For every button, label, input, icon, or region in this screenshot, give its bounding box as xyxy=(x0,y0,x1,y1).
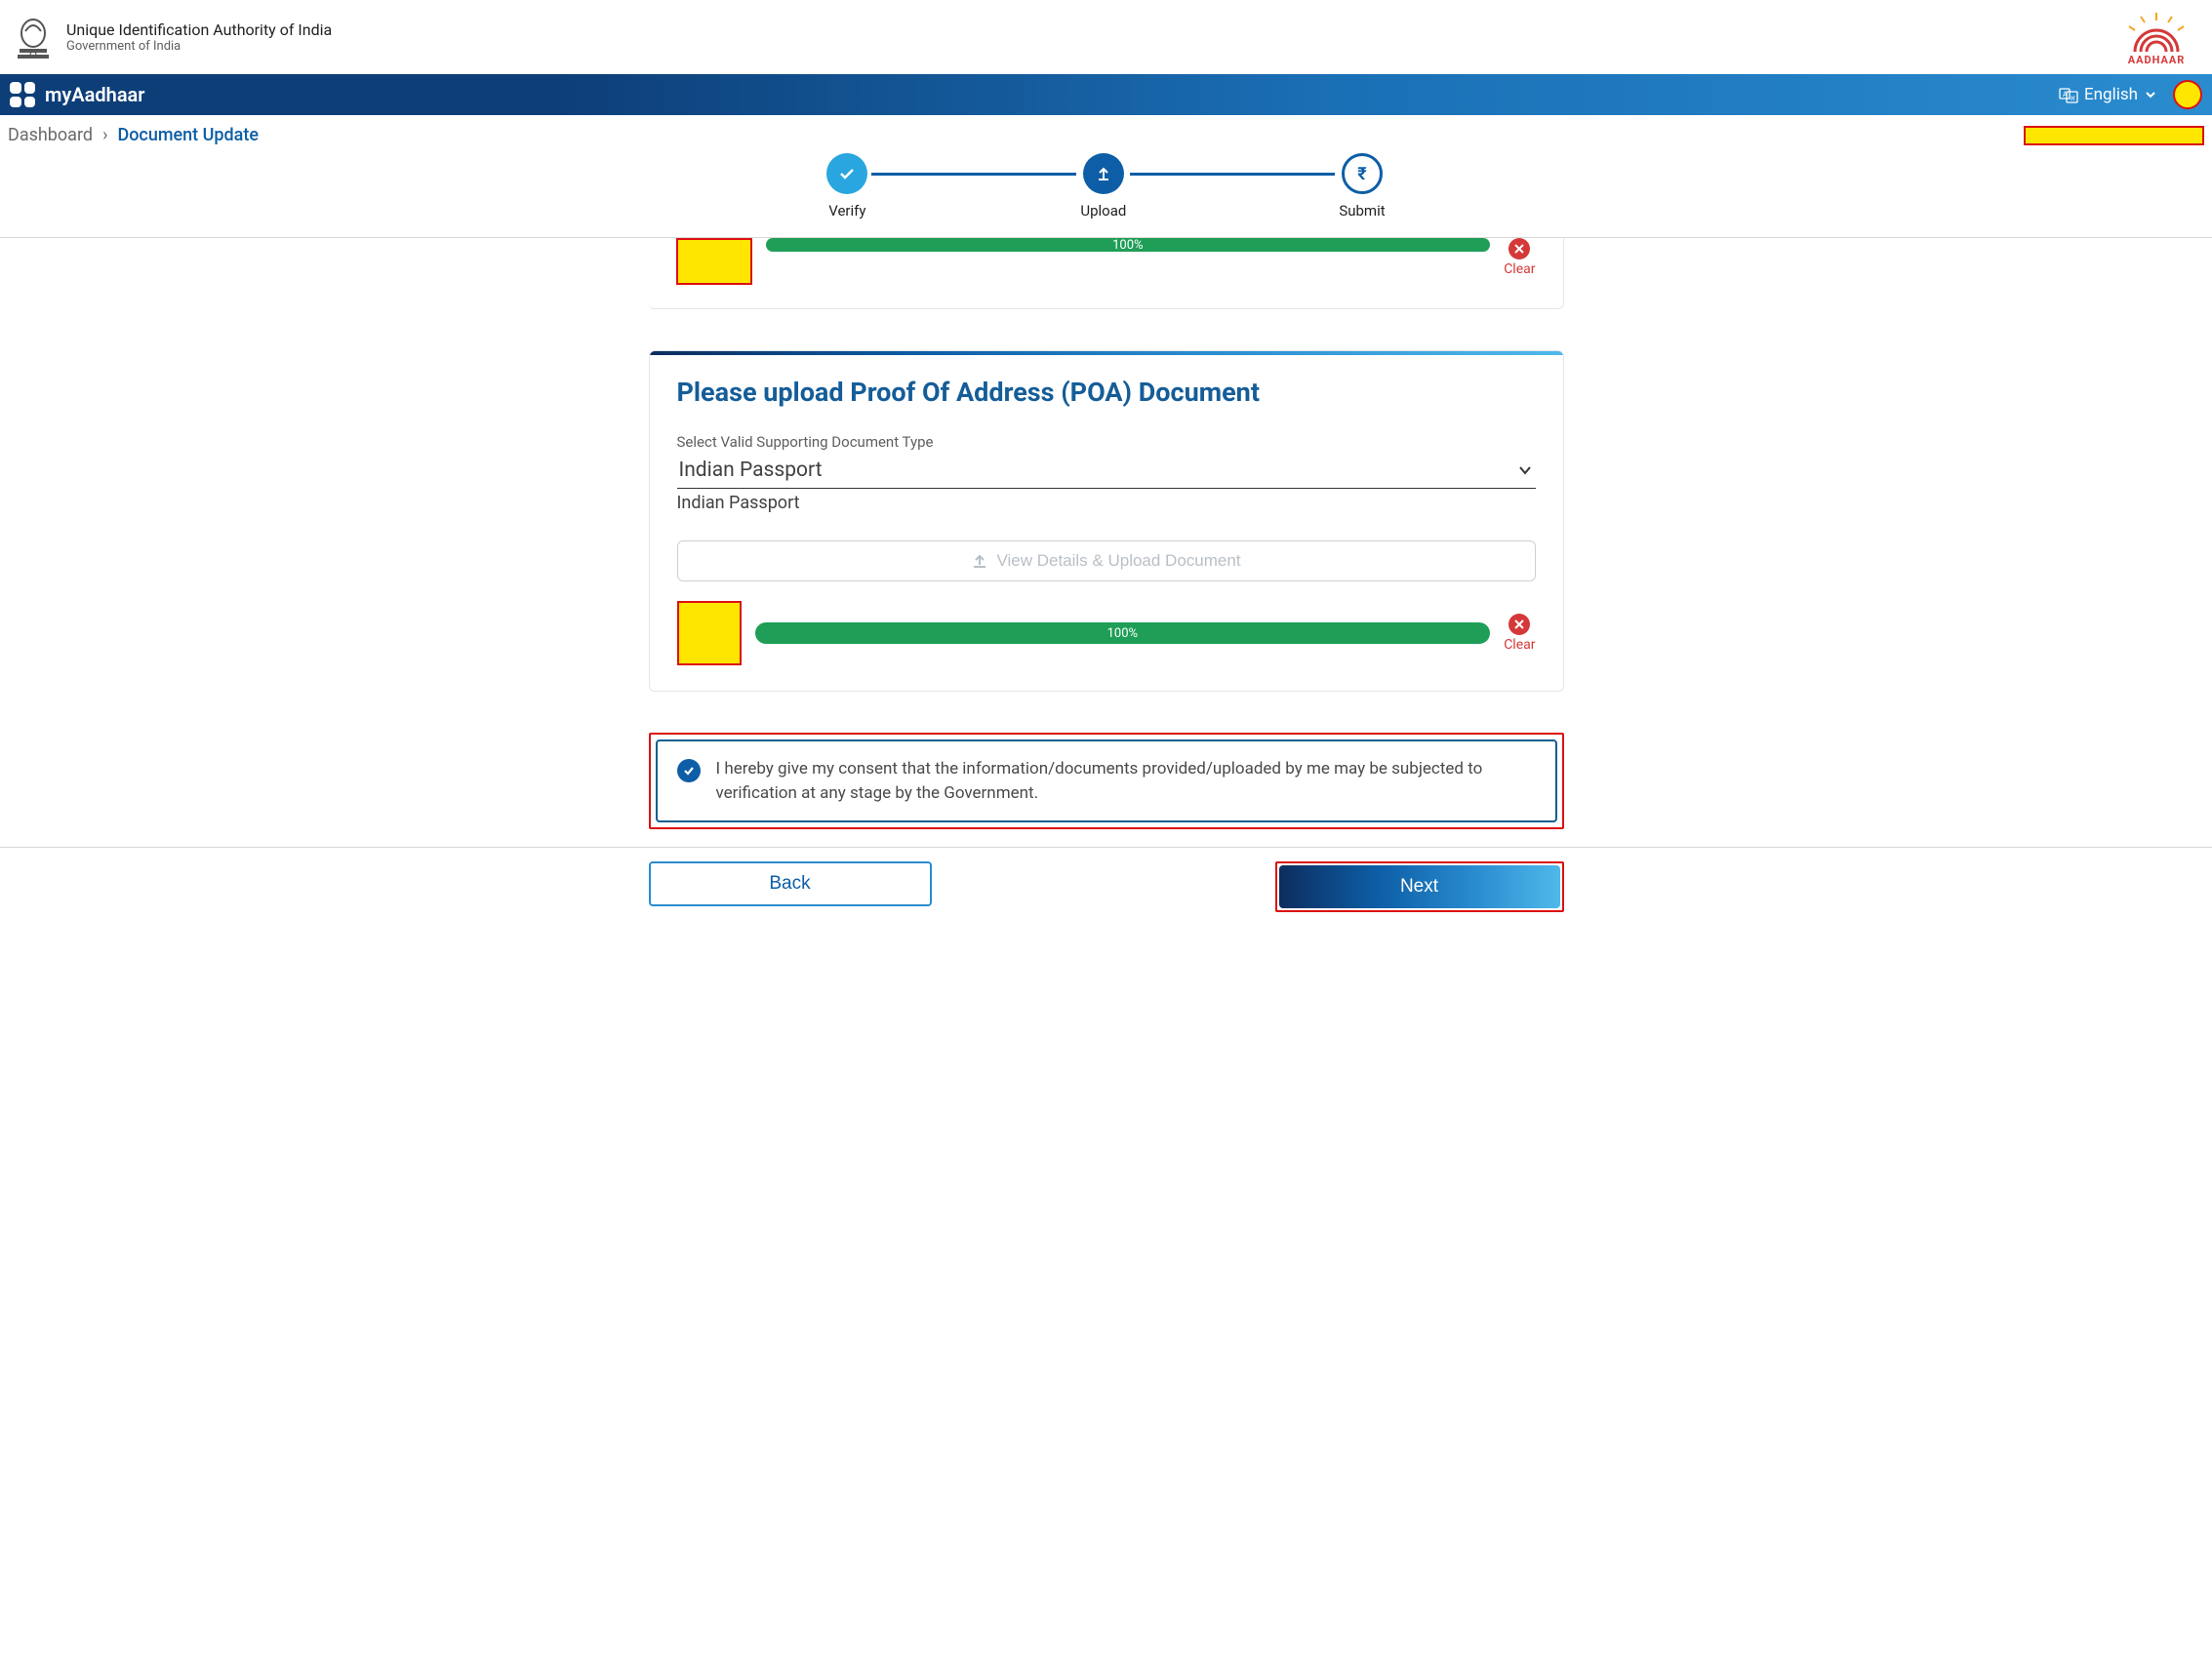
clear-label: Clear xyxy=(1504,637,1535,653)
step-verify-label: Verify xyxy=(828,202,865,220)
footer: Back Next xyxy=(0,847,2212,930)
next-button-highlight: Next xyxy=(1275,861,1564,912)
poa-card: Please upload Proof Of Address (POA) Doc… xyxy=(649,350,1564,692)
app-name[interactable]: myAadhaar xyxy=(45,83,145,106)
main-content: 100% Clear Please upload Proof Of Addres… xyxy=(643,238,1570,829)
svg-text:अ: अ xyxy=(2070,95,2075,102)
chevron-down-icon xyxy=(1516,461,1534,479)
document-type-helper: Indian Passport xyxy=(677,493,1536,513)
upload-progress-bar: 100% xyxy=(766,238,1491,252)
close-icon xyxy=(1508,238,1530,260)
step-submit-label: Submit xyxy=(1339,202,1385,220)
consent-box[interactable]: I hereby give my consent that the inform… xyxy=(656,739,1557,822)
clear-label: Clear xyxy=(1504,261,1535,277)
gov-header: Unique Identification Authority of India… xyxy=(0,0,2212,74)
clear-upload[interactable]: Clear xyxy=(1504,614,1535,653)
language-selector[interactable]: A अ English xyxy=(2059,85,2157,104)
language-label: English xyxy=(2084,85,2138,104)
view-upload-button[interactable]: View Details & Upload Document xyxy=(677,540,1536,581)
poa-card-title: Please upload Proof Of Address (POA) Doc… xyxy=(677,377,1536,408)
nav-left: myAadhaar xyxy=(10,82,145,107)
app-grid-icon[interactable] xyxy=(10,82,35,107)
upload-progress-pct: 100% xyxy=(1107,626,1138,641)
india-emblem-icon xyxy=(12,10,55,64)
uploaded-thumbnail[interactable] xyxy=(677,601,742,665)
aadhaar-logo-label: AADHAAR xyxy=(2128,54,2186,66)
breadcrumb-dashboard[interactable]: Dashboard xyxy=(8,125,93,145)
stepper-connector xyxy=(871,173,1076,176)
close-icon xyxy=(1508,614,1530,635)
upload-progress-wrap: 100% xyxy=(766,238,1491,252)
stepper: Verify Upload ₹ Submit xyxy=(0,153,2212,220)
gov-text: Unique Identification Authority of India… xyxy=(66,20,332,54)
gov-subtitle: Government of India xyxy=(66,39,332,54)
svg-text:A: A xyxy=(2063,91,2068,99)
step-verify: Verify xyxy=(826,153,867,220)
upload-status-row: 100% Clear xyxy=(677,601,1536,665)
consent-text: I hereby give my consent that the inform… xyxy=(716,757,1536,805)
breadcrumb: Dashboard › Document Update xyxy=(8,125,259,145)
nav-right: A अ English xyxy=(2059,80,2202,109)
step-submit-icon: ₹ xyxy=(1342,153,1383,194)
step-submit: ₹ Submit xyxy=(1339,153,1385,220)
redacted-user-info xyxy=(2024,126,2204,145)
next-button[interactable]: Next xyxy=(1279,865,1560,908)
step-upload: Upload xyxy=(1080,153,1126,220)
upload-icon xyxy=(971,552,988,570)
uploaded-thumbnail[interactable] xyxy=(676,238,752,285)
consent-highlight: I hereby give my consent that the inform… xyxy=(649,733,1564,829)
user-avatar[interactable] xyxy=(2173,80,2202,109)
chevron-down-icon xyxy=(2144,88,2157,101)
breadcrumb-separator: › xyxy=(102,125,107,145)
back-button[interactable]: Back xyxy=(649,861,932,906)
upload-progress-bar: 100% xyxy=(755,622,1491,644)
document-type-value: Indian Passport xyxy=(679,459,823,482)
consent-checkbox-icon[interactable] xyxy=(677,759,701,782)
back-button-label: Back xyxy=(769,873,810,895)
breadcrumb-current: Document Update xyxy=(117,125,259,145)
nav-bar: myAadhaar A अ English xyxy=(0,74,2212,115)
breadcrumb-row: Dashboard › Document Update xyxy=(0,115,2212,145)
step-upload-label: Upload xyxy=(1080,202,1126,220)
gov-title: Unique Identification Authority of India xyxy=(66,20,332,39)
step-verify-icon xyxy=(826,153,867,194)
upload-progress-pct: 100% xyxy=(1112,238,1143,253)
next-button-label: Next xyxy=(1400,876,1438,898)
document-type-label: Select Valid Supporting Document Type xyxy=(677,433,1536,451)
aadhaar-logo-icon: AADHAAR xyxy=(2112,8,2200,66)
stepper-connector xyxy=(1130,173,1335,176)
translate-icon: A अ xyxy=(2059,86,2078,103)
clear-upload[interactable]: Clear xyxy=(1504,238,1535,277)
gov-header-left: Unique Identification Authority of India… xyxy=(12,10,332,64)
view-upload-label: View Details & Upload Document xyxy=(996,551,1240,571)
poi-card-partial: 100% Clear xyxy=(649,238,1564,309)
step-upload-icon xyxy=(1083,153,1124,194)
document-type-select[interactable]: Indian Passport xyxy=(677,455,1536,489)
upload-progress-wrap: 100% xyxy=(755,622,1491,644)
